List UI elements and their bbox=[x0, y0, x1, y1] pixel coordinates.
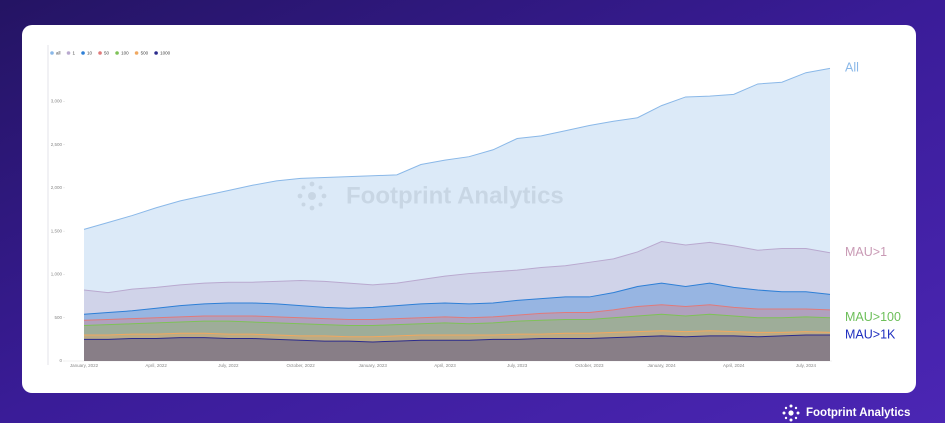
area-line bbox=[84, 334, 830, 343]
y-tick-label: 500 bbox=[54, 315, 62, 320]
watermark-dot bbox=[321, 193, 327, 199]
series-annotation: MAU>1K bbox=[845, 327, 896, 341]
legend-dot bbox=[115, 51, 119, 55]
watermark-text: Footprint Analytics bbox=[346, 182, 564, 209]
x-tick-label: January, 2023 bbox=[359, 363, 388, 368]
series-annotation: All bbox=[845, 61, 859, 75]
series-annotation: MAU>1 bbox=[845, 245, 887, 259]
watermark-dot bbox=[308, 192, 316, 200]
y-tick-label: 2,000 bbox=[51, 185, 63, 190]
area-line bbox=[84, 330, 831, 338]
plot: Footprint Analytics 0 500 1,000 1,500 2,000 2,… bbox=[50, 51, 901, 368]
legend-dot bbox=[98, 51, 102, 55]
watermark-dot bbox=[301, 202, 306, 207]
x-tick-label: July, 2023 bbox=[507, 363, 528, 368]
legend-dot bbox=[66, 51, 71, 55]
area-line bbox=[83, 313, 831, 327]
brand-name: Footprint Analytics bbox=[806, 407, 910, 419]
y-tick-label: 1,500 bbox=[51, 228, 63, 233]
y-tick-label: 3,000 bbox=[51, 98, 63, 103]
legend-label: 100 bbox=[121, 51, 129, 56]
scroll-edge bbox=[47, 45, 49, 365]
x-tick-label: January, 2022 bbox=[70, 363, 99, 368]
legend-label: 1000 bbox=[160, 51, 171, 56]
legend-label: 500 bbox=[141, 51, 149, 56]
area-fill bbox=[84, 283, 830, 361]
legend-label: 50 bbox=[104, 51, 110, 56]
area-line bbox=[83, 304, 831, 321]
legend-dot bbox=[50, 51, 54, 55]
x-tick-label: January, 2024 bbox=[647, 363, 676, 368]
watermark-dot bbox=[301, 185, 306, 190]
area-fill bbox=[84, 68, 830, 361]
legend-label: all bbox=[56, 51, 61, 56]
series-annotation: MAU>100 bbox=[845, 310, 901, 324]
watermark-dot bbox=[297, 193, 303, 199]
area-fill bbox=[84, 330, 830, 361]
x-tick-label: July, 2022 bbox=[218, 363, 239, 368]
area-fill bbox=[84, 314, 830, 361]
watermark-dot bbox=[309, 181, 315, 187]
watermark-dot bbox=[318, 202, 323, 207]
legend-dot bbox=[154, 51, 158, 55]
area-fill bbox=[84, 304, 830, 361]
x-tick-label: October, 2023 bbox=[575, 363, 604, 368]
legend-dot bbox=[81, 51, 85, 55]
y-tick-label: 0 bbox=[59, 358, 62, 363]
y-tick-label: 2,500 bbox=[51, 142, 63, 147]
area-line bbox=[83, 67, 831, 230]
x-tick-label: April, 2024 bbox=[723, 363, 745, 368]
x-tick-label: April, 2022 bbox=[145, 363, 167, 368]
legend-label: 10 bbox=[87, 51, 93, 56]
area-fill bbox=[84, 335, 830, 361]
area-line bbox=[83, 241, 831, 294]
watermark: Footprint Analytics bbox=[297, 181, 564, 211]
x-tick-label: April, 2023 bbox=[434, 363, 456, 368]
chart-card bbox=[22, 25, 916, 393]
x-tick-label: July, 2024 bbox=[796, 363, 817, 368]
x-tick-label: October, 2022 bbox=[286, 363, 315, 368]
brand-logo bbox=[782, 404, 800, 422]
legend-dot bbox=[134, 51, 139, 55]
area-line bbox=[83, 282, 831, 315]
watermark-dot bbox=[309, 205, 315, 211]
watermark-dot bbox=[318, 185, 323, 190]
legend-label: 1 bbox=[73, 51, 76, 56]
y-tick-label: 1,000 bbox=[51, 272, 63, 277]
